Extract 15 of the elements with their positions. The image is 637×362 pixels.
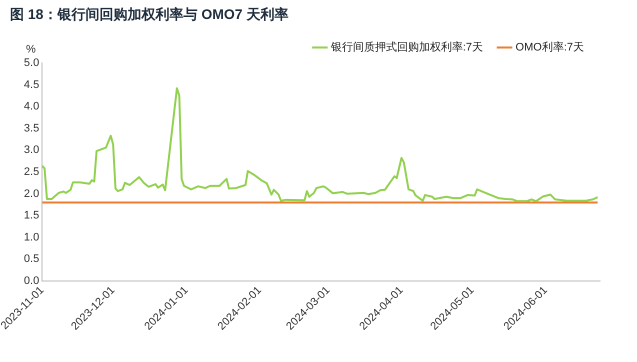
legend-label: OMO利率:7天 [516, 40, 584, 54]
legend-label: 银行间质押式回购加权利率:7天 [330, 40, 484, 54]
y-tick-label: 4.5 [24, 78, 40, 91]
y-tick-label: 3.5 [24, 122, 40, 134]
y-tick-label: 1.0 [24, 231, 40, 244]
y-tick-label: 2.0 [24, 188, 40, 200]
y-tick-label: 1.5 [24, 210, 40, 222]
y-tick-label: 3.0 [24, 144, 40, 156]
y-tick-label: 0.0 [24, 274, 40, 287]
y-tick-label: 0.5 [24, 253, 40, 266]
y-tick-label: 4.0 [24, 100, 40, 113]
y-tick-label: 5.0 [24, 57, 40, 70]
y-tick-label: 2.5 [24, 166, 40, 178]
y-axis-title: % [26, 44, 36, 56]
chart-title: 图 18：银行间回购加权利率与 OMO7 天利率 [9, 5, 290, 24]
